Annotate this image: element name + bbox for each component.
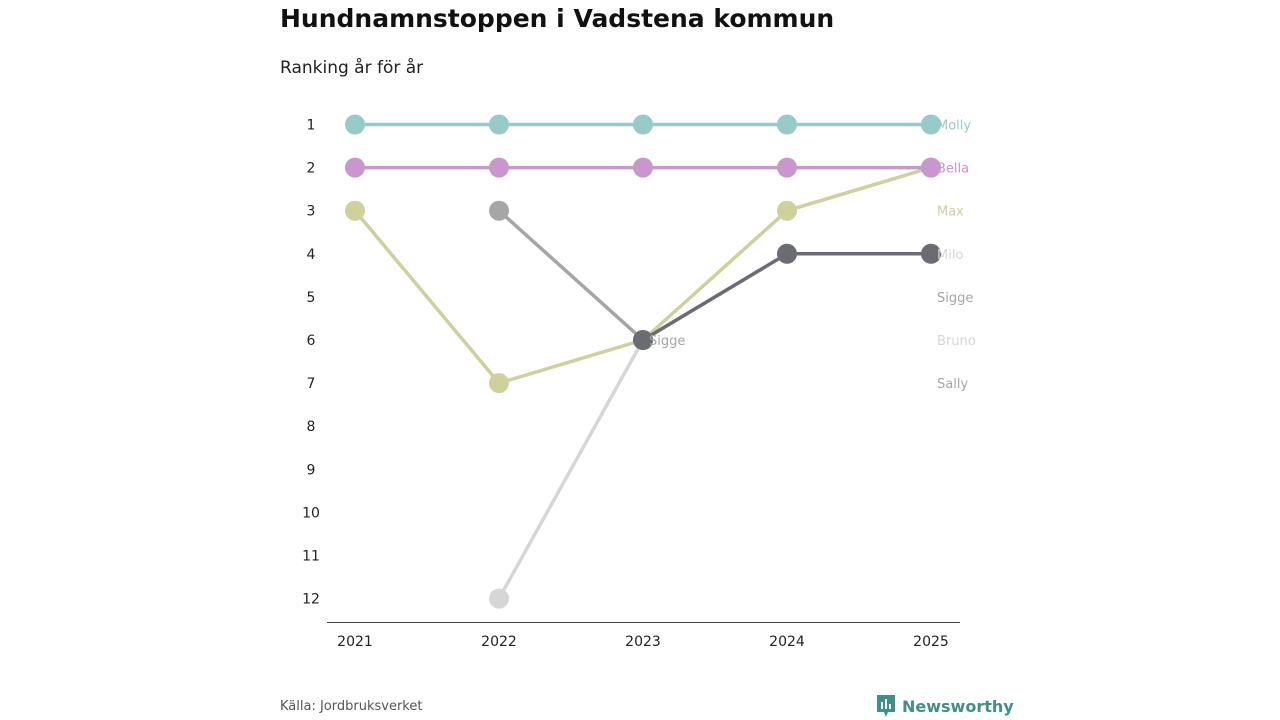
- point-bella-2025[interactable]: [921, 157, 941, 178]
- end-label-bruno: Bruno: [937, 334, 976, 349]
- series-line-milo: [641, 252, 933, 342]
- point-bella-2023[interactable]: [633, 157, 653, 178]
- y-tick-label: 5: [307, 290, 316, 306]
- point-max-2022[interactable]: [489, 373, 509, 394]
- chart-title: Hundnamnstoppen i Vadstena kommun: [280, 4, 835, 33]
- end-label-sigge: Sigge: [937, 291, 973, 306]
- point-bella-2024[interactable]: [777, 157, 797, 178]
- annotation-label: Sigge: [649, 334, 685, 349]
- x-axis-ticks: 2021 2022 2023 2024 2025: [337, 634, 949, 650]
- series-line-max: [353, 165, 933, 385]
- point-molly-2025[interactable]: [921, 114, 941, 135]
- end-labels: Molly Bella Max Milo Sigge Bruno Sally: [937, 119, 976, 393]
- x-tick-label: 2023: [625, 634, 661, 650]
- x-tick-label: 2022: [481, 634, 517, 650]
- source-note: Källa: Jordbruksverket: [280, 699, 423, 714]
- point-molly-2023[interactable]: [633, 114, 653, 135]
- point-molly-2021[interactable]: [345, 114, 365, 135]
- y-tick-label: 10: [302, 505, 320, 521]
- y-tick-label: 7: [307, 376, 316, 392]
- point-bella-2022[interactable]: [489, 157, 509, 178]
- chart-subtitle: Ranking år för år: [280, 58, 424, 78]
- end-label-molly: Molly: [937, 119, 971, 134]
- series-points: [345, 114, 941, 609]
- x-tick-label: 2025: [913, 634, 949, 650]
- end-label-sally: Sally: [937, 377, 968, 392]
- point-bruno-2022[interactable]: [489, 588, 509, 609]
- series-line-sigge: [497, 208, 645, 342]
- point-sigge-2022[interactable]: [489, 200, 509, 221]
- y-tick-label: 12: [302, 592, 320, 608]
- y-tick-label: 8: [307, 419, 316, 435]
- brand-logo[interactable]: Newsworthy: [876, 694, 1014, 718]
- brand-name: Newsworthy: [902, 696, 1014, 716]
- y-tick-label: 4: [307, 247, 316, 263]
- annotations: Sigge: [649, 334, 685, 349]
- end-label-max: Max: [937, 205, 964, 220]
- point-bella-2021[interactable]: [345, 157, 365, 178]
- x-tick-label: 2024: [769, 634, 805, 650]
- point-max-2021[interactable]: [345, 200, 365, 221]
- end-label-bella: Bella: [937, 162, 969, 177]
- y-tick-label: 1: [307, 118, 316, 134]
- x-tick-label: 2021: [337, 634, 373, 650]
- y-tick-label: 3: [307, 204, 316, 220]
- point-milo-2025[interactable]: [921, 243, 941, 264]
- point-milo-2023[interactable]: [633, 330, 653, 350]
- end-label-milo: Milo: [937, 248, 963, 263]
- y-tick-label: 11: [302, 549, 320, 565]
- series-line-bruno: [497, 252, 933, 601]
- y-tick-label: 2: [307, 161, 316, 177]
- y-tick-label: 6: [307, 333, 316, 349]
- series-lines: [353, 122, 933, 601]
- point-milo-2024[interactable]: [777, 243, 797, 264]
- point-molly-2022[interactable]: [489, 114, 509, 135]
- point-max-2024[interactable]: [777, 200, 797, 221]
- newsworthy-logo-icon: [877, 695, 895, 717]
- point-molly-2024[interactable]: [777, 114, 797, 135]
- y-tick-label: 9: [307, 462, 316, 478]
